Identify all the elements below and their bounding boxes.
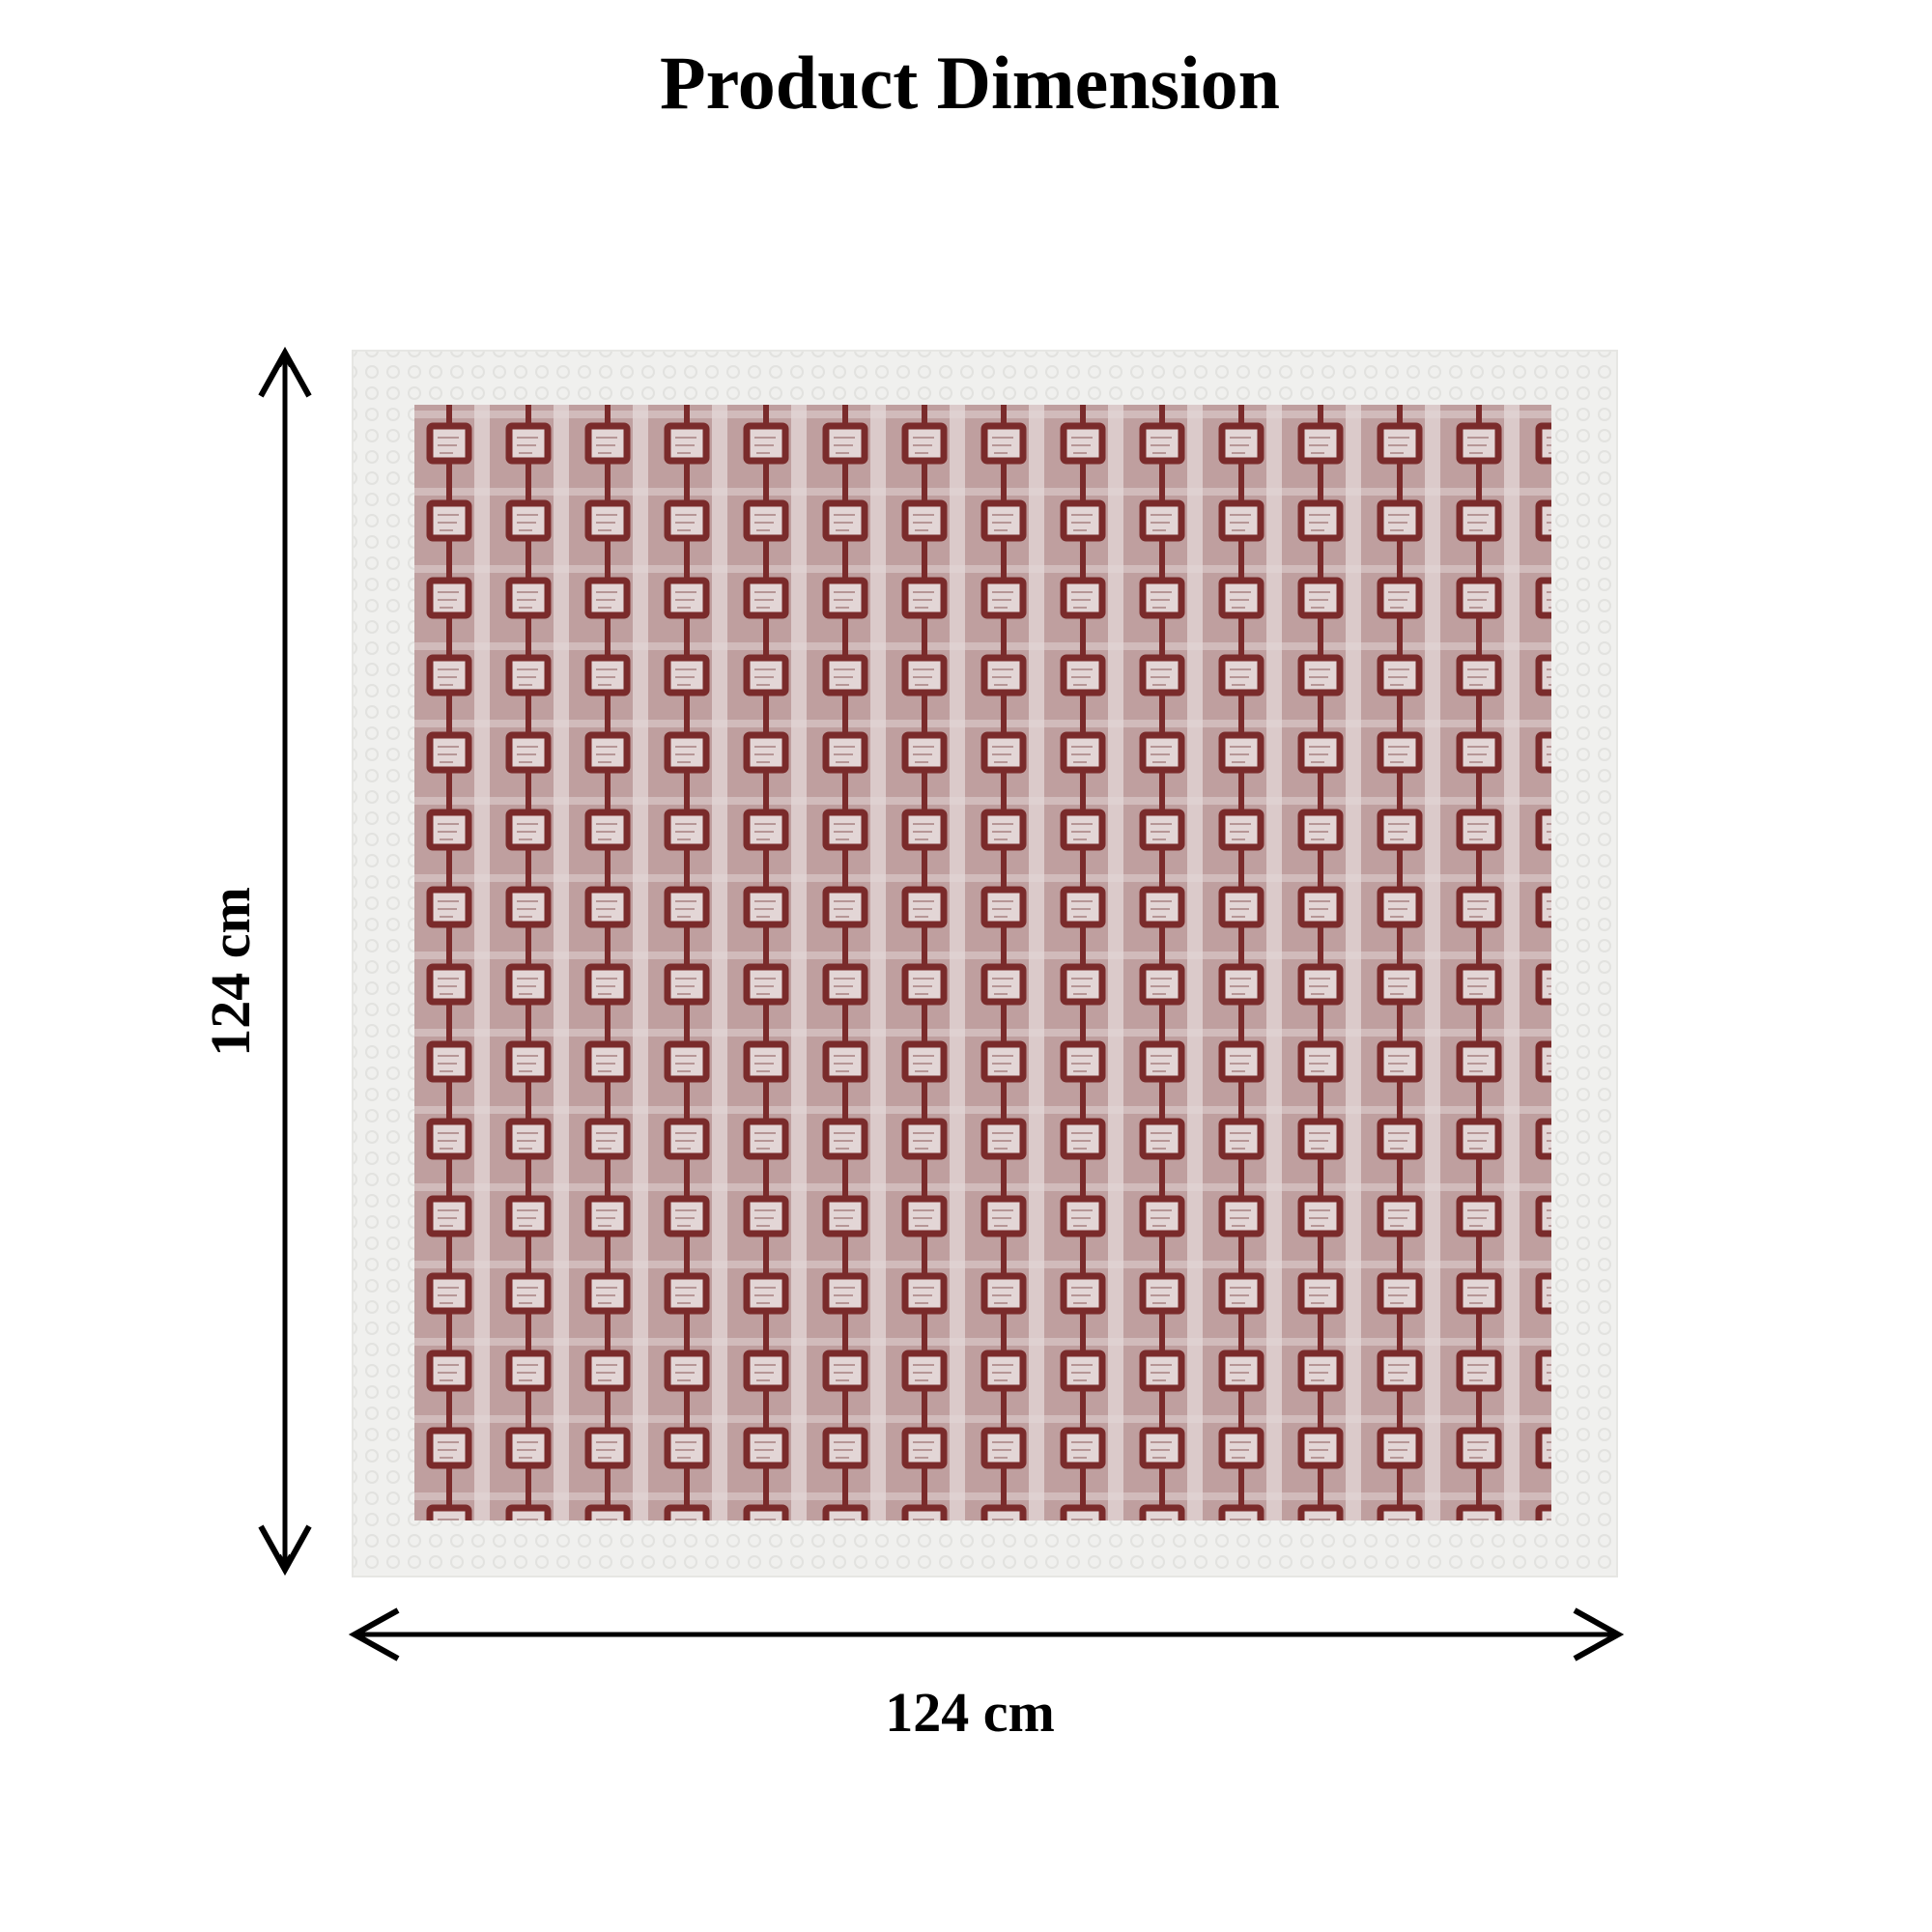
- height-arrowheads: [258, 346, 312, 1577]
- width-label: 124 cm: [885, 1681, 1055, 1744]
- width-arrowheads: [348, 1607, 1625, 1662]
- height-label: 124 cm: [199, 887, 262, 1057]
- title: Product Dimension: [660, 41, 1280, 125]
- tablecloth-pattern: [414, 405, 1551, 1520]
